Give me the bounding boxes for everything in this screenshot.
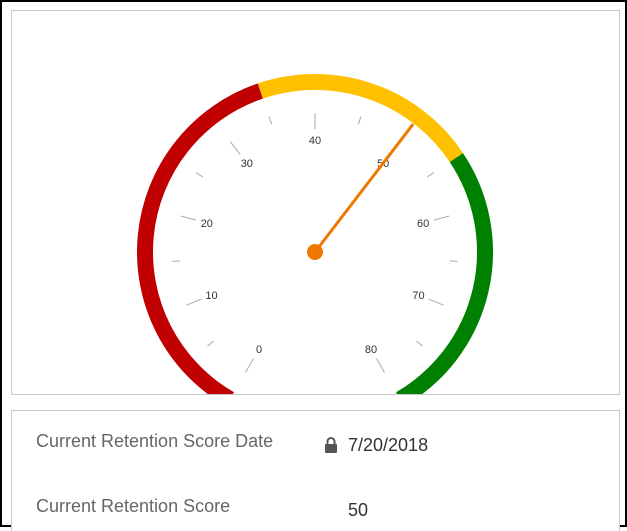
gauge-tick-label: 20 [201, 218, 213, 230]
gauge-minor-tick [357, 116, 362, 125]
gauge-major-tick [376, 358, 385, 373]
gauge-tick-label: 60 [417, 218, 429, 230]
gauge-band-0 [137, 83, 263, 394]
gauge-major-tick [433, 215, 450, 221]
gauge-minor-tick [172, 260, 181, 262]
gauge-major-tick [428, 298, 444, 306]
lock-icon [325, 437, 337, 453]
gauge-minor-tick [416, 340, 423, 347]
gauge-minor-tick [207, 340, 214, 347]
retention-score-date-value: 7/20/2018 [348, 435, 429, 455]
gauge-band-2 [395, 153, 493, 394]
gauge-tick-label: 40 [309, 135, 321, 147]
gauge-minor-tick [268, 116, 273, 125]
gauge-major-tick [180, 215, 197, 221]
retention-fields-card: Current Retention Score Date 7/20/2018 C… [11, 410, 620, 531]
retention-score-value: 50 [348, 500, 369, 520]
gauge-tick-label: 30 [241, 158, 253, 170]
retention-score-date-label: Current Retention Score Date [36, 431, 274, 451]
gauge-major-tick [245, 358, 254, 373]
gauge-tick-label: 80 [365, 344, 377, 356]
gauge-minor-tick [449, 260, 458, 262]
gauge-tick-label: 0 [256, 344, 262, 356]
gauge-tick-label: 10 [205, 290, 217, 302]
gauge-major-tick [229, 141, 241, 155]
gauge-minor-tick [195, 172, 204, 178]
gauge-major-tick [186, 298, 202, 306]
gauge-tick-label: 70 [412, 290, 424, 302]
retention-score-label: Current Retention Score [36, 496, 231, 516]
gauge-band-1 [257, 74, 463, 163]
gauge-minor-tick [426, 172, 435, 178]
gauge-card: 01020304050607080 [11, 10, 620, 395]
gauge-needle [313, 123, 414, 254]
retention-score-gauge: 01020304050607080 [137, 74, 493, 394]
gauge-needle-hub [307, 244, 323, 260]
